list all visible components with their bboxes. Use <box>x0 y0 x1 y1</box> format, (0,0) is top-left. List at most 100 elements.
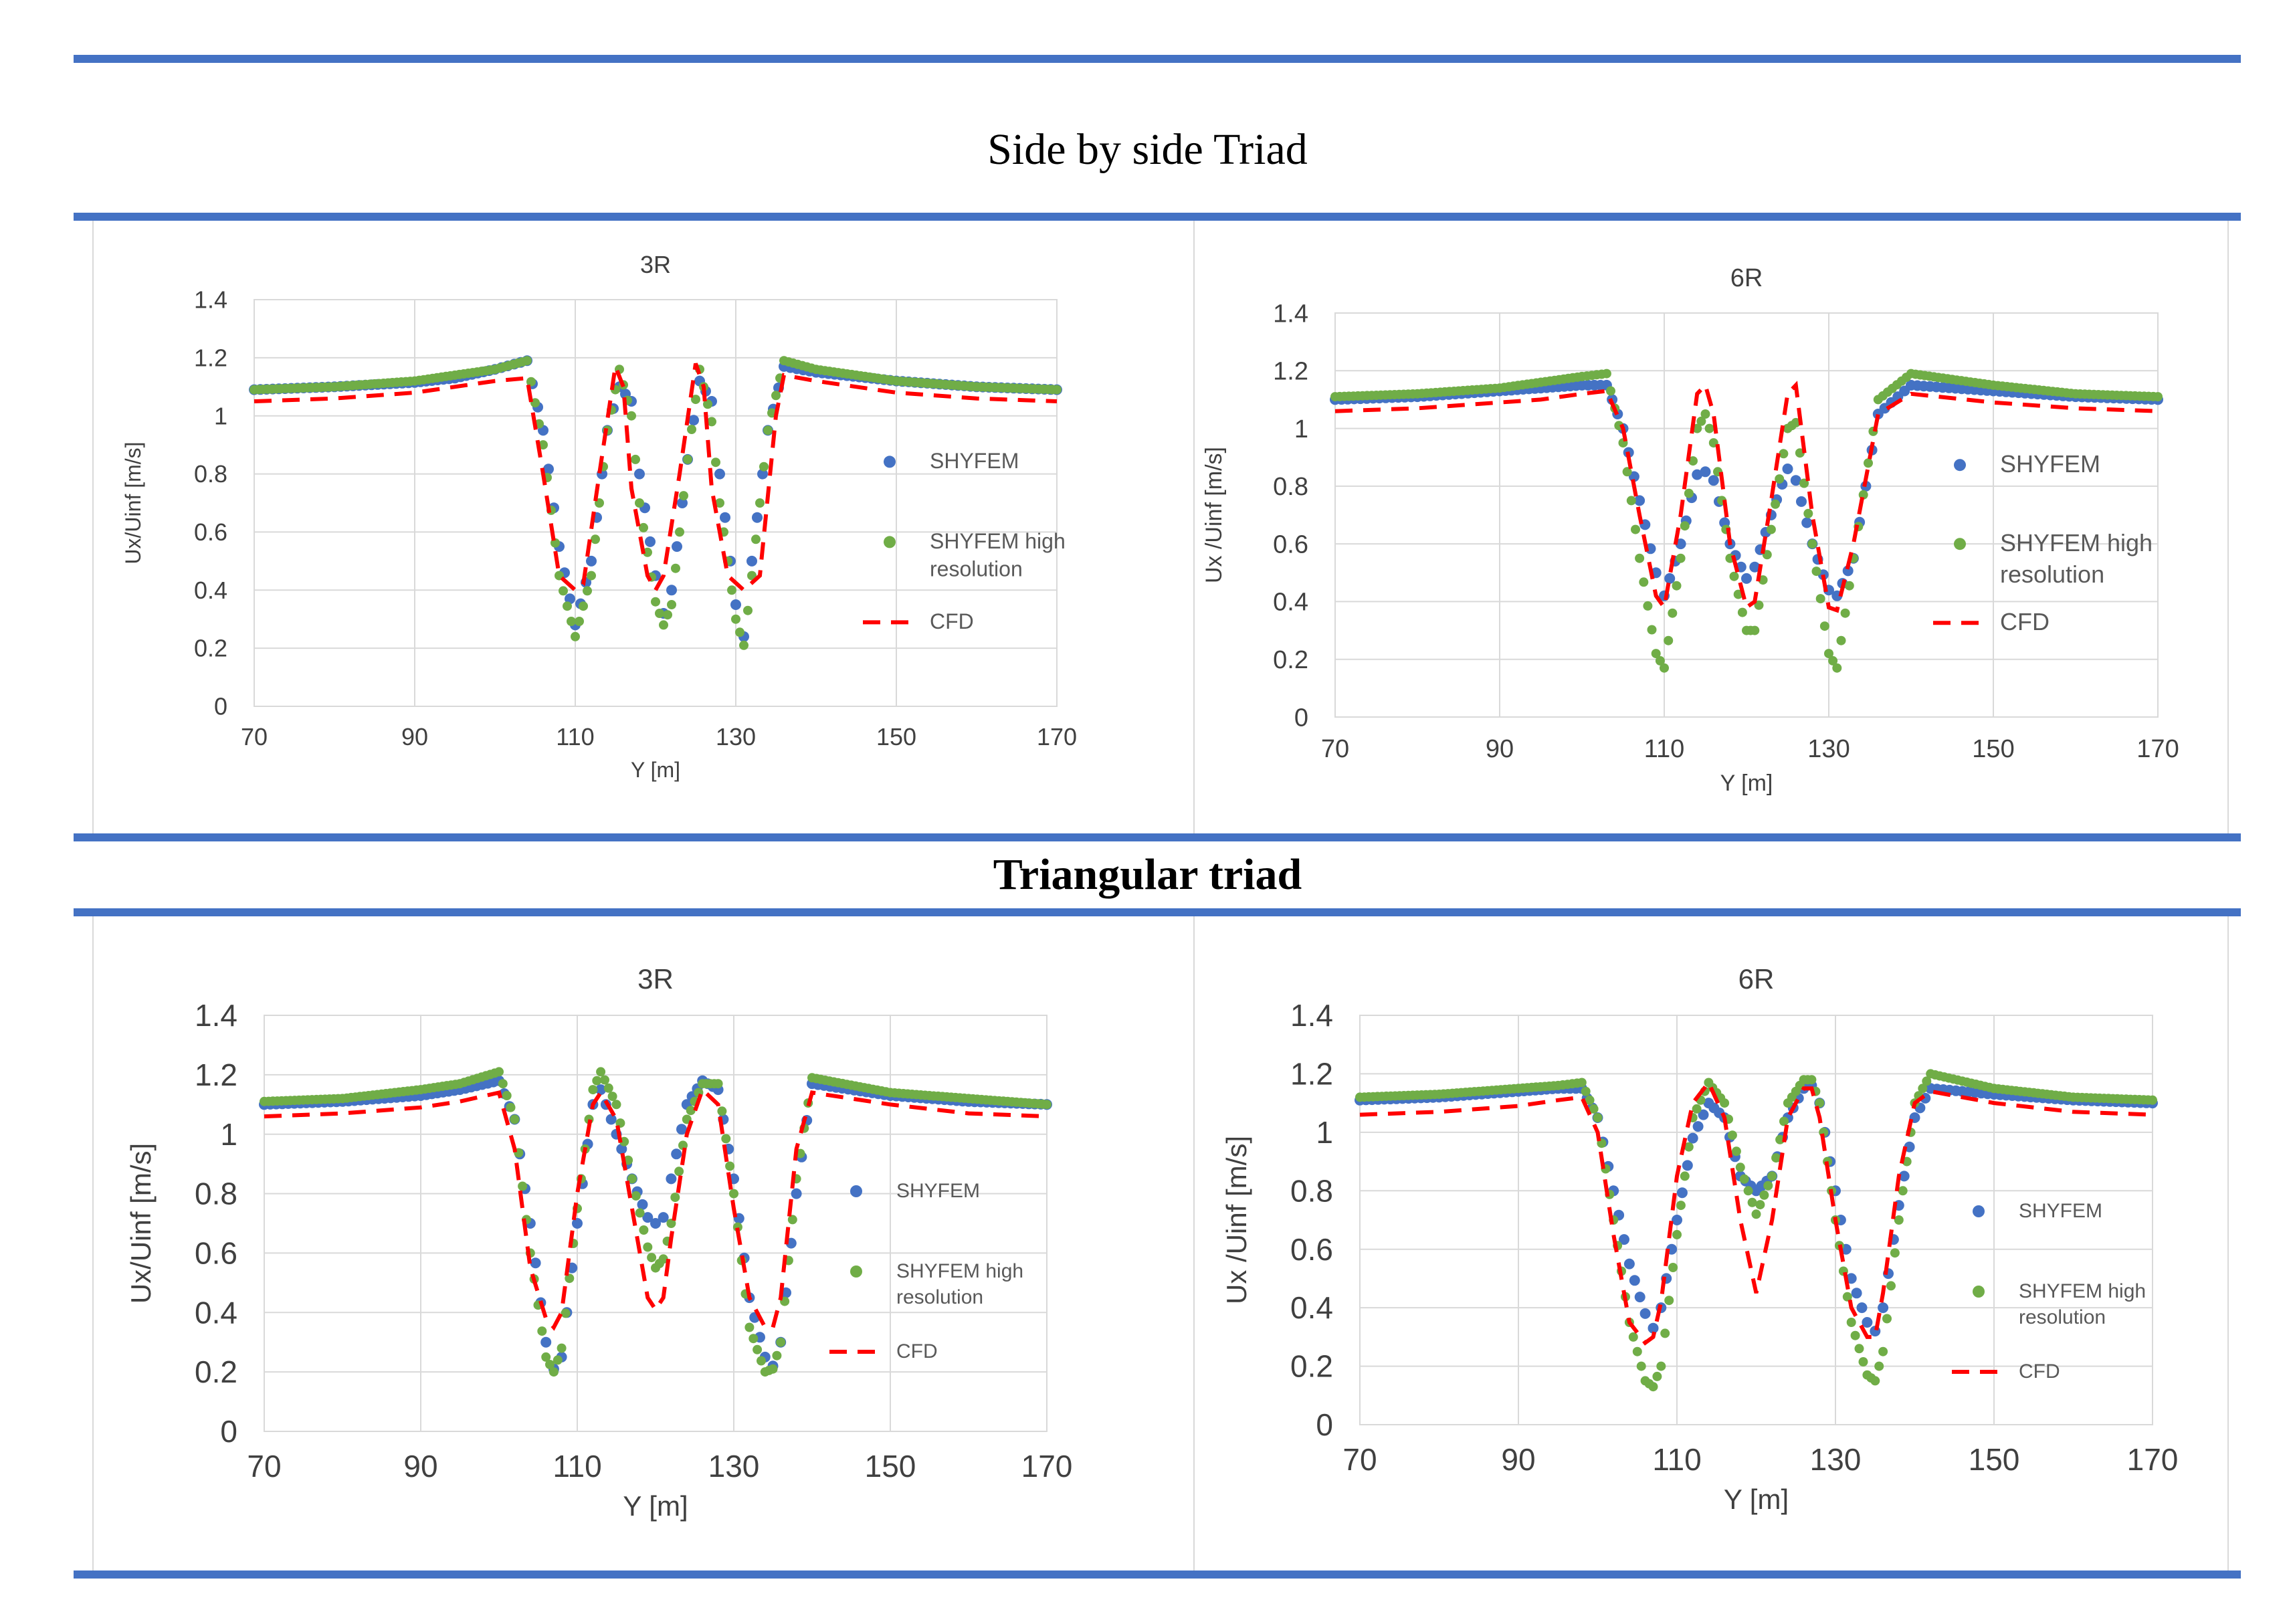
series-shyfem-point <box>1708 475 1719 486</box>
series-shyfem-high-res-point <box>631 1191 641 1201</box>
series-shyfem-point <box>1672 1215 1682 1225</box>
series-shyfem-high-res-point <box>1882 1314 1892 1324</box>
series-shyfem-high-res-point <box>1727 1130 1737 1140</box>
series-shyfem-high-res-point <box>631 454 640 464</box>
series-shyfem-high-res-point <box>1824 649 1833 659</box>
series-shyfem-high-res-point <box>670 1193 680 1203</box>
series-shyfem-high-res-point <box>1743 1186 1753 1196</box>
series-shyfem-high-res-point <box>717 1106 727 1116</box>
series-shyfem-high-res-point <box>1660 1328 1670 1338</box>
series-shyfem-point <box>1634 1292 1645 1303</box>
x-tick-label: 170 <box>1021 1449 1073 1484</box>
series-shyfem-high-res-point <box>1759 1190 1769 1200</box>
y-tick-label: 0.2 <box>1273 646 1308 674</box>
x-tick-label: 150 <box>876 723 916 750</box>
series-shyfem-point <box>1842 565 1854 577</box>
series-shyfem-high-res-point <box>1628 1332 1638 1342</box>
chart-triangular-3R: 70 90 110 130 150 170 0 0.2 0.4 0.6 0.8 1 1.2 1.4 3R Y … <box>125 963 1073 1522</box>
series-shyfem-high-res-point <box>647 1253 657 1263</box>
series-shyfem-high-res-point <box>548 1367 559 1377</box>
series-shyfem-point <box>1634 495 1645 506</box>
series-shyfem-point <box>1700 466 1711 478</box>
y-tick-label: 0.4 <box>195 1295 237 1330</box>
series-shyfem-high-res-point <box>678 1140 688 1150</box>
series-shyfem-high-res-point <box>1606 386 1615 396</box>
panel-border-left-top <box>92 221 94 833</box>
series-shyfem-high-res-point <box>1898 1186 1908 1196</box>
legend-label: SHYFEM <box>2019 1200 2102 1222</box>
series-shyfem-high-res-point <box>659 620 668 630</box>
series-shyfem-high-res-point <box>1779 1116 1789 1126</box>
series-shyfem-high-res-point <box>1755 1200 1765 1210</box>
y-tick-label: 0.8 <box>194 460 227 488</box>
top-rule <box>74 55 2241 63</box>
series-shyfem-high-res-point <box>1635 553 1645 563</box>
x-tick-label: 70 <box>1342 1442 1377 1477</box>
y-tick-label: 0.2 <box>1290 1349 1333 1384</box>
section-title-triangular: Triangular triad <box>993 850 1302 899</box>
series-shyfem-high-res-point <box>1639 577 1649 587</box>
series-shyfem-high-res-point <box>1894 1215 1904 1225</box>
series-shyfem-high-res-point <box>1803 508 1813 518</box>
series-shyfem-high-res-point <box>1735 1162 1745 1173</box>
series-shyfem-point <box>1628 471 1639 482</box>
series-shyfem-high-res-point <box>600 1075 609 1085</box>
series-shyfem-high-res-point <box>607 1092 617 1102</box>
series-shyfem-high-res-point <box>603 1083 613 1093</box>
series-shyfem-high-res-point <box>711 458 720 468</box>
series-shyfem-high-res-point <box>1688 456 1698 466</box>
series-shyfem-high-res-point <box>1878 1346 1888 1356</box>
series-shyfem-point <box>671 1148 682 1160</box>
series-shyfem-high-res-point <box>588 1085 598 1095</box>
series-shyfem-point <box>757 468 768 480</box>
series-shyfem-high-res-point <box>1858 1357 1868 1366</box>
series-shyfem-high-res-point <box>1581 1086 1591 1096</box>
series-shyfem-high-res-point <box>663 610 672 620</box>
series-shyfem-point <box>791 1188 802 1199</box>
series-shyfem-high-res-point <box>1836 635 1846 645</box>
series-shyfem-point <box>1904 1141 1915 1152</box>
series-shyfem-point <box>1623 1258 1635 1270</box>
y-tick-label: 1 <box>1316 1115 1333 1150</box>
series-shyfem-high-res-point <box>674 1166 684 1177</box>
series-shyfem-high-res-point <box>635 1208 645 1218</box>
series-shyfem-point <box>1639 1308 1651 1319</box>
series-shyfem-high-res-point <box>1664 1296 1674 1306</box>
series-shyfem-high-res-point <box>1676 1201 1686 1211</box>
x-tick-label: 70 <box>241 723 268 750</box>
legend-label: CFD <box>2000 608 2050 635</box>
panel-divider-bottom <box>1193 916 1195 1570</box>
series-shyfem-point <box>1796 496 1807 507</box>
series-shyfem-high-res-point <box>687 425 696 434</box>
x-tick-label: 90 <box>401 723 428 750</box>
y-tick-label: 0 <box>214 693 227 720</box>
series-shyfem-high-res-point <box>559 586 568 596</box>
series-shyfem-high-res-point <box>1918 1084 1928 1094</box>
series-shyfem-high-res-point <box>1747 1197 1757 1207</box>
series-shyfem-high-res-point <box>635 498 644 508</box>
series-shyfem-high-res-point <box>655 609 664 618</box>
series-shyfem-high-res-point <box>510 1114 520 1124</box>
legend-label: CFD <box>930 609 974 633</box>
series-shyfem-high-res-point <box>1696 416 1706 426</box>
series-shyfem-high-res-point <box>1779 449 1789 459</box>
series-cfd-line <box>264 1086 1047 1331</box>
series-shyfem-high-res-point <box>563 601 572 611</box>
series-shyfem-high-res-point <box>715 498 724 508</box>
series-shyfem-high-res-point <box>571 631 580 641</box>
x-axis-label: Y [m] <box>623 1490 688 1522</box>
chart-side-by-side-6R: 70 90 110 130 150 170 0 0.2 0.4 0.6 0.8 1 1.2 1.4 6R Y … <box>1201 264 2179 796</box>
series-shyfem-point <box>1749 561 1761 573</box>
series-shyfem-point <box>688 415 699 426</box>
series-shyfem-high-res-point <box>1828 655 1838 666</box>
x-tick-label: 170 <box>1037 723 1077 750</box>
series-shyfem-point <box>752 512 763 523</box>
series-shyfem-high-res-point <box>1647 625 1657 635</box>
panel-border-left-bottom <box>92 916 94 1570</box>
series-shyfem-high-res-point <box>541 1352 551 1362</box>
series-shyfem-point <box>666 585 677 596</box>
series-shyfem-high-res-point <box>713 1079 723 1089</box>
series-shyfem-high-res-point <box>1692 423 1702 433</box>
series-shyfem-high-res-point <box>1656 1361 1666 1371</box>
series-shyfem-high-res-point <box>1651 649 1661 659</box>
